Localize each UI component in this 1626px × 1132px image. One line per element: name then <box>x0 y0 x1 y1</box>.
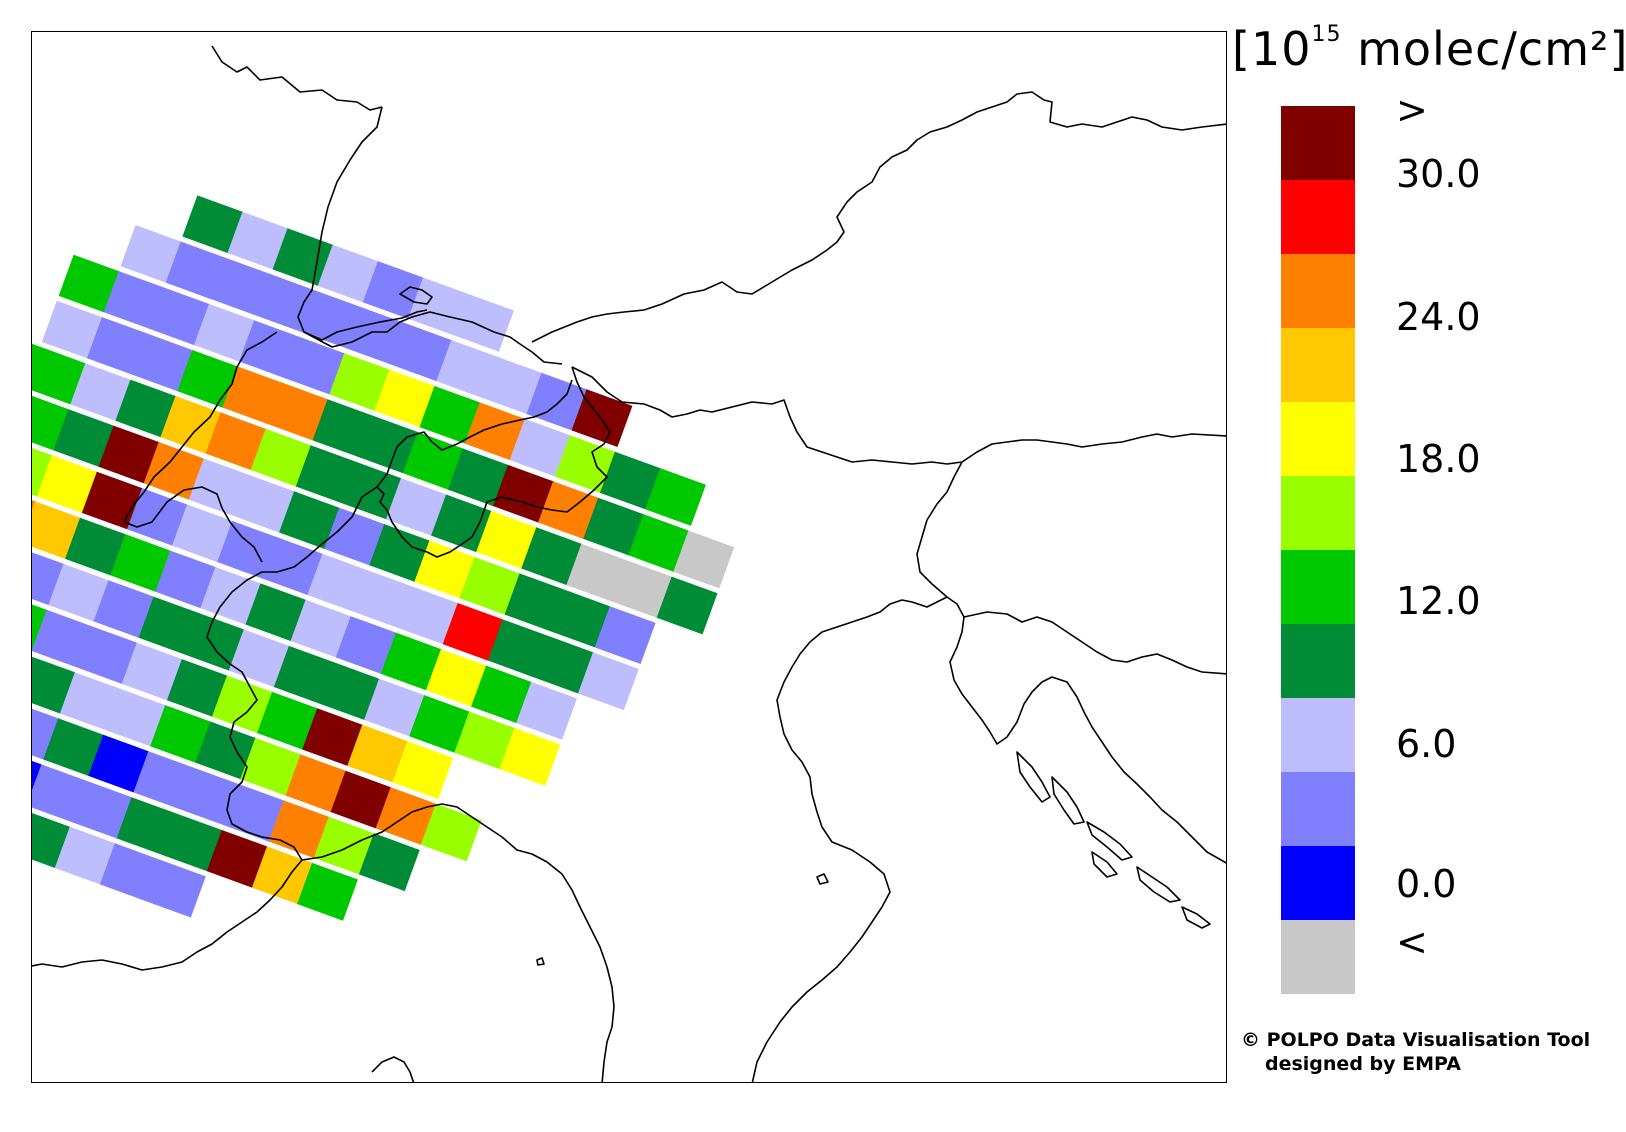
legend-swatch <box>1281 698 1355 772</box>
legend-swatch <box>1281 772 1355 846</box>
legend-swatch <box>1281 920 1355 994</box>
border-line <box>123 331 278 563</box>
swath-pixel <box>499 727 561 786</box>
swath-pixel <box>358 833 420 892</box>
border-line <box>376 366 611 558</box>
swath-pixel <box>656 576 718 635</box>
swath-pixel <box>297 862 358 921</box>
unit-suffix: molec/cm²] <box>1341 22 1626 76</box>
island <box>1136 866 1181 903</box>
legend-swatch <box>1281 846 1355 920</box>
island <box>1016 751 1051 803</box>
no2-swath-layer <box>32 195 735 921</box>
legend-label-above: > <box>1396 88 1428 132</box>
border-line <box>303 311 563 365</box>
swath-pixel <box>571 389 633 448</box>
credit-line-1: © POLPO Data Visualisation Tool <box>1241 1029 1591 1051</box>
color-legend <box>1281 106 1355 994</box>
legend-label-below: < <box>1396 920 1428 964</box>
swath-pixel <box>645 468 706 526</box>
legend-tick: 6.0 <box>1396 722 1457 766</box>
border-line <box>211 45 383 111</box>
country-borders <box>32 45 1226 1082</box>
legend-tick: 24.0 <box>1396 295 1481 339</box>
unit-prefix: [10 <box>1232 22 1312 76</box>
legend-tick: 18.0 <box>1396 437 1481 481</box>
legend-swatch <box>1281 476 1355 550</box>
swath-pixel <box>453 293 514 352</box>
island <box>1091 851 1118 878</box>
legend-swatch <box>1281 550 1355 624</box>
border-line <box>916 461 963 598</box>
legend-swatch <box>1281 402 1355 476</box>
border-line <box>297 106 428 341</box>
lake-constance <box>399 286 433 305</box>
swath-pixel <box>516 681 578 740</box>
legend-swatch <box>1281 180 1355 254</box>
legend-swatch <box>1281 624 1355 698</box>
swath-pixel <box>392 741 454 800</box>
legend-tick: 0.0 <box>1396 862 1457 906</box>
legend-swatch <box>1281 328 1355 402</box>
coastline <box>751 596 948 1082</box>
border-line <box>531 91 1226 343</box>
border-line <box>376 379 573 488</box>
coastline <box>946 596 1226 864</box>
border-line <box>571 366 1226 465</box>
swath-pixel <box>420 803 482 862</box>
legend-swatch <box>1281 106 1355 180</box>
swath-pixel <box>144 859 206 918</box>
island <box>1181 906 1211 929</box>
swath-pixel <box>594 606 656 665</box>
island <box>536 957 545 966</box>
swath-pixel <box>673 530 735 589</box>
credit-line-2: designed by EMPA <box>1265 1053 1461 1075</box>
legend-swatch <box>1281 254 1355 328</box>
swath-pixel <box>577 652 639 711</box>
unit-label: [1015 molec/cm²] <box>1232 22 1626 76</box>
border-line <box>32 486 378 971</box>
credit-text: © POLPO Data Visualisation Tool designed… <box>1241 1028 1590 1076</box>
coastline <box>371 1056 415 1082</box>
island <box>1086 821 1133 861</box>
legend-tick: 12.0 <box>1396 579 1481 623</box>
legend-tick: 30.0 <box>1396 152 1481 196</box>
island <box>1051 776 1085 825</box>
map-frame <box>31 31 1227 1083</box>
coastline <box>301 803 615 1082</box>
border-line <box>963 611 1226 675</box>
map-canvas <box>32 45 1226 1082</box>
unit-exponent: 15 <box>1311 22 1342 47</box>
island <box>816 873 829 885</box>
